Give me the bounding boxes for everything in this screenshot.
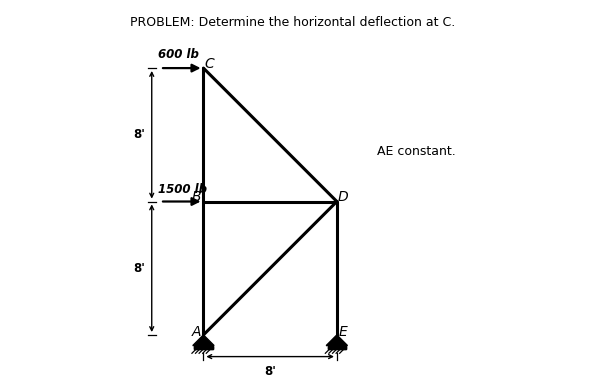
Text: 8': 8' [133,128,145,141]
Text: 600 lb: 600 lb [158,48,199,61]
Bar [194,345,212,349]
Text: D: D [337,190,348,204]
Polygon shape [193,335,214,345]
Text: C: C [205,57,214,71]
Text: 1500 lb: 1500 lb [158,182,208,195]
Polygon shape [326,335,348,345]
Text: PROBLEM: Determine the horizontal deflection at C.: PROBLEM: Determine the horizontal deflec… [130,16,455,29]
Text: A: A [191,325,201,339]
Bar [194,345,212,349]
Text: E: E [339,325,347,339]
Text: B: B [191,190,201,204]
Text: AE constant.: AE constant. [377,145,456,158]
Text: 8': 8' [133,262,145,275]
Text: 8': 8' [264,365,276,378]
Bar [328,345,346,349]
Bar [328,345,346,349]
